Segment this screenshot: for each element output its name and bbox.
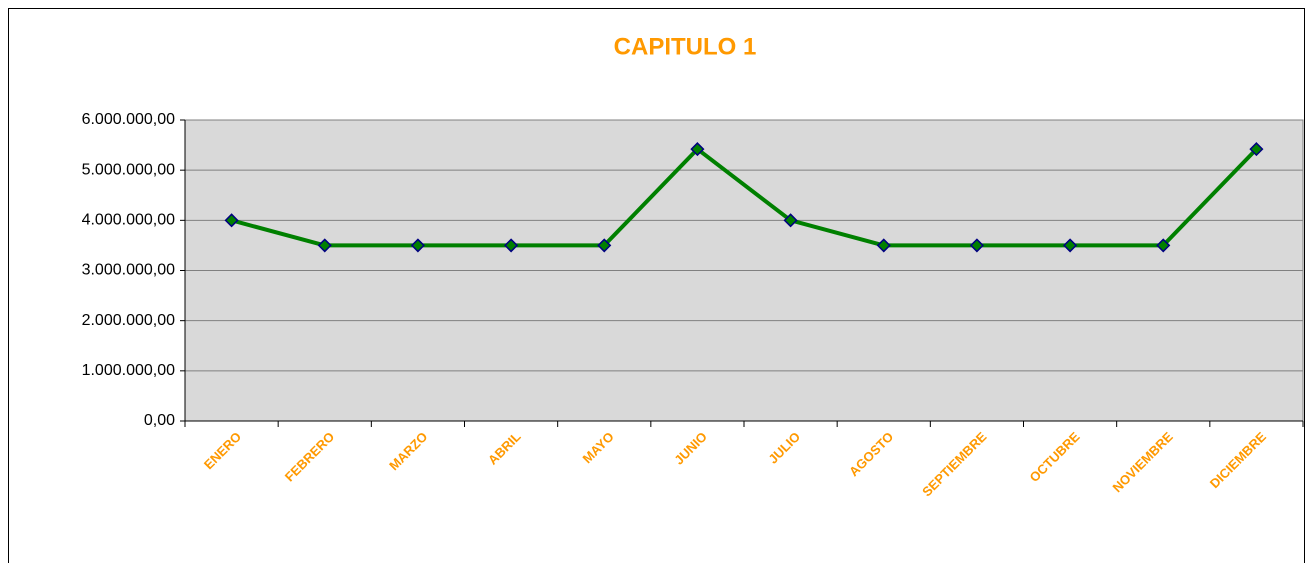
marker xyxy=(317,238,332,253)
chart-title: CAPITULO 1 xyxy=(614,33,757,60)
y-tick-label: 4.000.000,00 xyxy=(82,212,176,229)
y-tick-label: 1.000.000,00 xyxy=(82,362,176,379)
marker xyxy=(1063,238,1078,253)
marker xyxy=(783,213,798,228)
marker xyxy=(1156,238,1171,253)
marker xyxy=(504,238,519,253)
marker xyxy=(969,238,984,253)
y-tick-label: 6.000.000,00 xyxy=(82,111,176,128)
marker xyxy=(1249,142,1264,157)
y-tick-label: 0,00 xyxy=(144,412,175,429)
marker xyxy=(224,213,239,228)
marker xyxy=(690,142,705,157)
y-tick-label: 2.000.000,00 xyxy=(82,312,176,329)
marker xyxy=(876,238,891,253)
y-tick-label: 3.000.000,00 xyxy=(82,262,176,279)
marker xyxy=(410,238,425,253)
marker xyxy=(597,238,612,253)
series-line xyxy=(231,147,1258,248)
y-tick-label: 5.000.000,00 xyxy=(82,161,176,178)
